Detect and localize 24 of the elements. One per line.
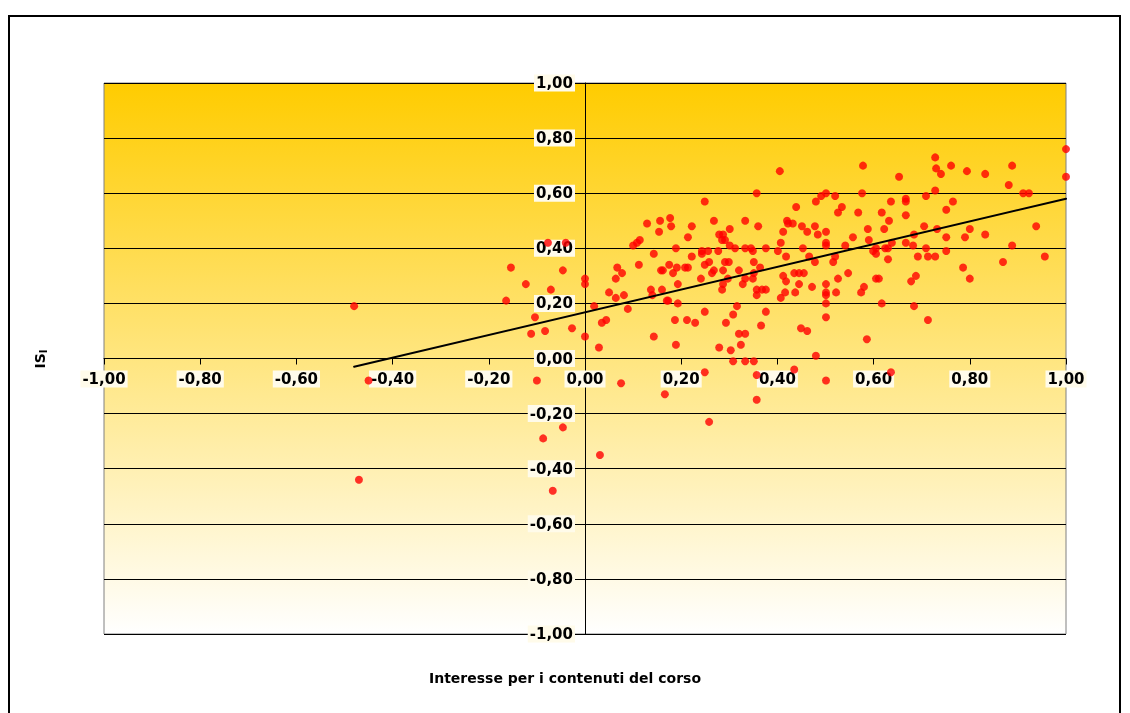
y-tick-label: -0,20 [529,404,573,423]
y-tick-label: 0,40 [535,239,573,258]
x-tick-label: 0,00 [566,370,604,388]
y-tick-label: -0,40 [529,459,573,478]
x-tick-label: -1,00 [82,370,126,388]
x-tick-label: 1,00 [1047,370,1085,388]
x-tick-label: -0,60 [274,370,319,388]
y-tick-label: 0,20 [535,294,573,313]
x-tick-label: -0,20 [467,370,511,388]
x-tick-label: 0,40 [758,370,796,388]
x-tick-label: 0,80 [951,370,989,388]
y-tick-label: -1,00 [529,625,573,643]
y-tick-label: 0,60 [535,184,573,203]
y-tick-label: 0,00 [535,349,573,368]
y-tick-label: 1,00 [535,74,573,92]
x-tick-label: -0,40 [370,370,415,388]
y-tick-label: -0,80 [529,569,573,588]
x-tick-label: 0,60 [855,370,893,388]
x-tick-label: 0,20 [662,370,700,388]
y-tick-label: -0,60 [529,514,573,533]
y-tick-label: 0,80 [535,129,573,148]
x-tick-label: -0,80 [178,370,222,388]
x-axis-title: Interesse per i contenuti del corso [428,670,702,686]
y-axis-title: ISI [32,349,49,369]
